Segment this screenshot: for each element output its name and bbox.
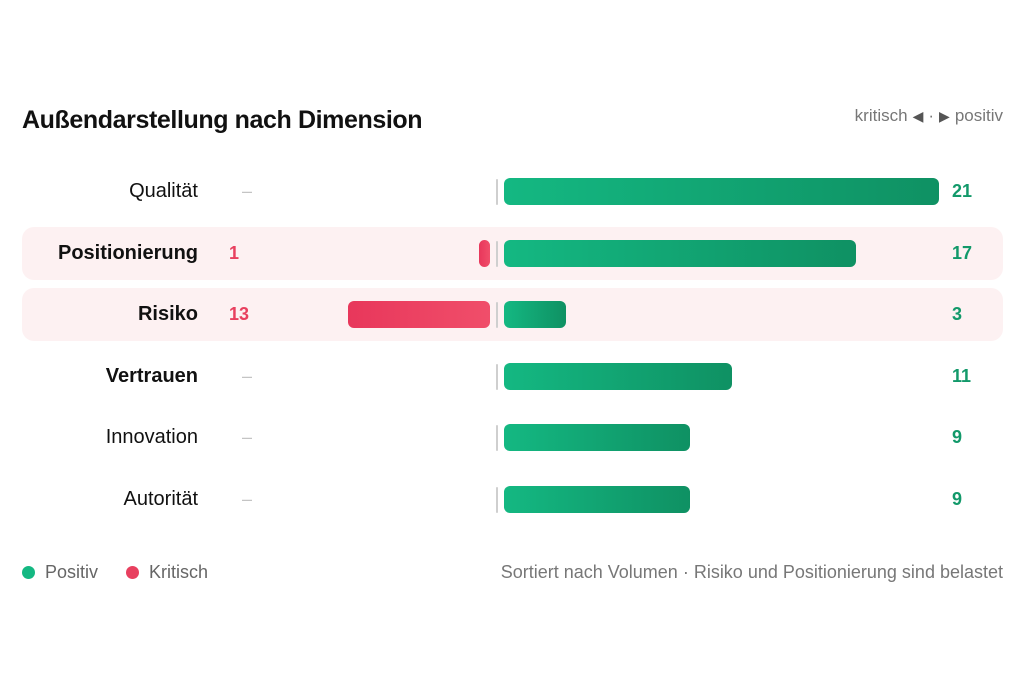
zero-axis xyxy=(496,240,498,267)
hint-separator: · xyxy=(928,106,935,125)
critical-dot-icon xyxy=(126,566,140,579)
positive-value-label: 3 xyxy=(952,304,963,324)
category-label: Qualität xyxy=(129,180,198,202)
empty-critical-marker: – xyxy=(242,365,253,386)
legend-item-positive: Positiv xyxy=(22,562,98,583)
positive-bar xyxy=(504,178,939,205)
category-label: Risiko xyxy=(137,303,198,325)
zero-axis xyxy=(496,363,498,390)
positive-value-label: 9 xyxy=(952,488,963,509)
critical-value-label: 13 xyxy=(229,304,250,324)
positive-value-label: 11 xyxy=(952,365,972,386)
chart-row: Innovation – 9 xyxy=(22,411,1003,464)
legend-critical-label: Kritisch xyxy=(149,562,209,582)
legend: Positiv Kritisch xyxy=(22,562,208,583)
positive-bar xyxy=(504,301,567,328)
positive-dot-icon xyxy=(22,566,35,579)
positive-bar xyxy=(504,485,691,513)
positive-value-label: 9 xyxy=(952,427,963,447)
chart-row: Risiko 13 3 xyxy=(22,288,1003,341)
critical-bar xyxy=(479,239,490,267)
positive-value-label: 17 xyxy=(952,242,973,263)
legend-item-critical: Kritisch xyxy=(126,562,208,583)
empty-critical-marker: – xyxy=(242,488,253,509)
direction-hint: kritisch ◀ · ▶ positiv xyxy=(855,106,1003,126)
category-label: Vertrauen xyxy=(105,364,198,387)
positive-bar xyxy=(504,424,691,451)
positive-value-label: 21 xyxy=(952,181,973,201)
zero-axis xyxy=(496,179,498,205)
chart-row: Positionierung 1 17 xyxy=(22,226,1003,280)
hint-positive-label: positiv xyxy=(954,106,1003,125)
chart-row: Vertrauen – 11 xyxy=(22,350,1003,403)
critical-bar xyxy=(348,301,490,328)
legend-positive-label: Positiv xyxy=(45,562,99,582)
positive-bar xyxy=(504,239,856,267)
category-label: Autorität xyxy=(123,487,198,510)
zero-axis xyxy=(496,486,498,513)
zero-axis xyxy=(496,302,498,328)
footnote: Sortiert nach Volumen · Risiko und Posit… xyxy=(500,562,1003,582)
category-label: Innovation xyxy=(105,426,198,448)
chart-row: Autorität – 9 xyxy=(22,473,1003,526)
arrow-left-icon: ◀ xyxy=(912,107,924,124)
chart-row: Qualität – 21 xyxy=(22,165,1003,218)
hint-critical-label: kritisch xyxy=(854,106,908,125)
empty-critical-marker: – xyxy=(242,427,253,447)
positive-bar xyxy=(504,362,732,390)
chart-title: Außendarstellung nach Dimension xyxy=(22,106,423,134)
category-label: Positionierung xyxy=(58,241,198,264)
critical-value-label: 1 xyxy=(229,242,240,263)
arrow-right-icon: ▶ xyxy=(939,107,950,124)
empty-critical-marker: – xyxy=(242,181,253,201)
zero-axis xyxy=(496,425,498,451)
